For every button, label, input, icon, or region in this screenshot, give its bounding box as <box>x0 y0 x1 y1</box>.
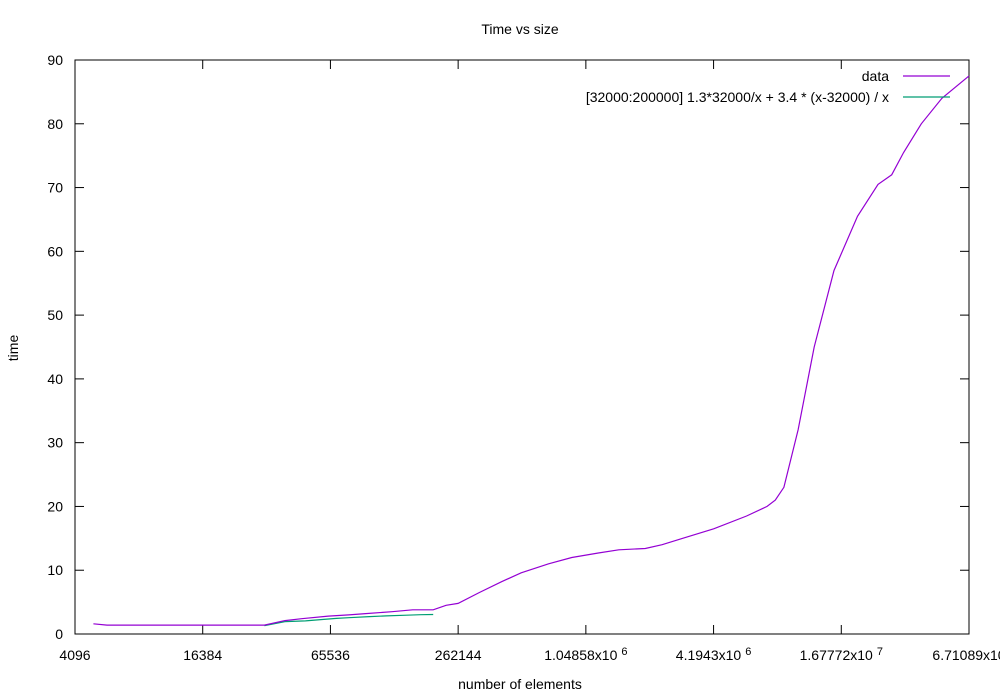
x-tick-exponent: 7 <box>877 646 883 658</box>
y-tick-label: 70 <box>47 180 63 196</box>
legend-label-1: [32000:200000] 1.3*32000/x + 3.4 * (x-32… <box>586 89 889 105</box>
x-tick-label-text: 16384 <box>183 647 222 663</box>
x-tick-label: 262144 <box>435 647 482 663</box>
x-tick-label-text: 1.04858x10 <box>544 647 617 663</box>
legend: data [32000:200000] 1.3*32000/x + 3.4 * (… <box>586 68 950 105</box>
x-tick-label-text: 65536 <box>311 647 350 663</box>
y-tick-label: 50 <box>47 307 63 323</box>
series-layer <box>93 75 970 627</box>
x-axis: 4096 16384 65536 262144 1.04858x10 6 4.1943x10… <box>59 60 1000 663</box>
y-tick-label: 20 <box>47 498 63 514</box>
legend-label-0: data <box>862 68 889 84</box>
series-line-1 <box>264 613 434 627</box>
x-tick-label: 16384 <box>183 647 222 663</box>
y-tick-label: 90 <box>47 52 63 68</box>
chart-title: Time vs size <box>481 21 558 37</box>
x-axis-label: number of elements <box>458 676 582 692</box>
x-tick-label: 4096 <box>59 647 90 663</box>
y-axis: 0 10 20 30 40 50 60 70 80 90 <box>47 52 969 642</box>
x-tick-label-text: 262144 <box>435 647 482 663</box>
x-tick-exponent: 6 <box>745 646 751 658</box>
y-tick-label: 10 <box>47 562 63 578</box>
x-tick-label: 6.71089x10 <box>932 647 1000 663</box>
x-tick-label-text: 4.1943x10 <box>676 647 742 663</box>
series-line-0 <box>93 75 970 626</box>
x-tick-label: 1.67772x10 7 <box>800 646 883 663</box>
y-tick-label: 30 <box>47 435 63 451</box>
x-tick-label: 65536 <box>311 647 350 663</box>
y-tick-label: 40 <box>47 371 63 387</box>
y-axis-label: time <box>5 335 21 362</box>
x-tick-label-text: 1.67772x10 <box>800 647 873 663</box>
x-tick-label-text: 6.71089x10 <box>932 647 1000 663</box>
y-tick-label: 60 <box>47 243 63 259</box>
y-tick-label: 0 <box>55 626 63 642</box>
plot-frame <box>74 59 970 635</box>
x-tick-label: 4.1943x10 6 <box>676 646 752 663</box>
x-tick-exponent: 6 <box>621 646 627 658</box>
x-tick-label: 1.04858x10 6 <box>544 646 627 663</box>
x-tick-label-text: 4096 <box>59 647 90 663</box>
y-tick-label: 80 <box>47 116 63 132</box>
